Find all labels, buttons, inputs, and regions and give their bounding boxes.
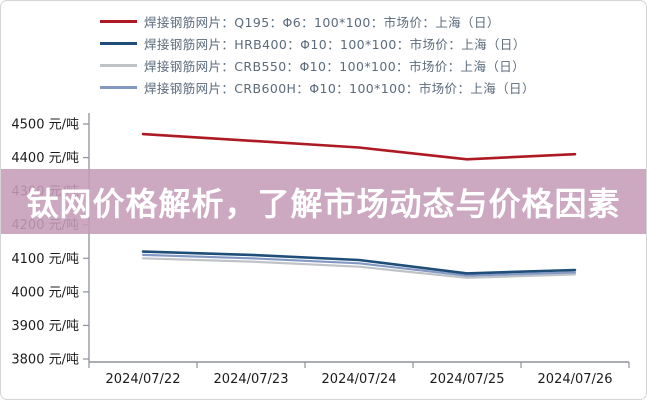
legend-item-crb550: 焊接钢筋网片：CRB550：Φ10：100*100：市场价：上海（日） — [100, 54, 535, 76]
legend-label-crb550: 焊接钢筋网片：CRB550：Φ10：100*100：市场价：上海（日） — [144, 58, 526, 74]
series-line-hrb400 — [141, 250, 577, 275]
series-line-crb600h — [141, 253, 577, 277]
legend-line-swatch-crb600h-icon — [100, 85, 137, 89]
y-tick-label: 3900 元/吨 — [11, 319, 79, 334]
x-tick-label: 2024/07/22 — [106, 372, 181, 387]
banner-title: 钛网价格解析，了解市场动态与价格因素 — [26, 184, 621, 223]
legend-line-swatch-hrb400-icon — [100, 41, 137, 45]
legend-label-crb600h: 焊接钢筋网片：CRB600H：Φ10：100*100：市场价：上海（日） — [144, 80, 535, 96]
legend-item-hrb400: 焊接钢筋网片：HRB400：Φ10：100*100：市场价：上海（日） — [100, 32, 535, 54]
y-tick-label: 4400 元/吨 — [11, 151, 79, 166]
x-tick-label: 2024/07/25 — [430, 372, 505, 387]
x-tick-label: 2024/07/23 — [214, 372, 289, 387]
legend-item-q195: 焊接钢筋网片：Q195：Φ6：100*100：市场价：上海（日） — [100, 10, 535, 32]
x-tick-label: 2024/07/26 — [538, 372, 613, 387]
series-line-crb550 — [141, 257, 577, 279]
legend-line-swatch-q195-icon — [100, 19, 137, 23]
legend-line-swatch-crb550-icon — [100, 63, 137, 67]
legend-item-crb600h: 焊接钢筋网片：CRB600H：Φ10：100*100：市场价：上海（日） — [100, 76, 535, 98]
y-tick-label: 3800 元/吨 — [11, 353, 79, 368]
legend: 焊接钢筋网片：Q195：Φ6：100*100：市场价：上海（日） 焊接钢筋网片：… — [100, 10, 535, 98]
legend-label-hrb400: 焊接钢筋网片：HRB400：Φ10：100*100：市场价：上海（日） — [144, 36, 526, 52]
x-tick-label: 2024/07/24 — [322, 372, 397, 387]
y-tick-label: 4100 元/吨 — [11, 252, 79, 267]
y-tick-label: 4000 元/吨 — [11, 285, 79, 300]
series-line-q195 — [141, 132, 577, 161]
legend-label-q195: 焊接钢筋网片：Q195：Φ6：100*100：市场价：上海（日） — [144, 14, 500, 30]
title-banner: 钛网价格解析，了解市场动态与价格因素 — [1, 169, 646, 234]
y-tick-label: 4500 元/吨 — [11, 118, 79, 133]
